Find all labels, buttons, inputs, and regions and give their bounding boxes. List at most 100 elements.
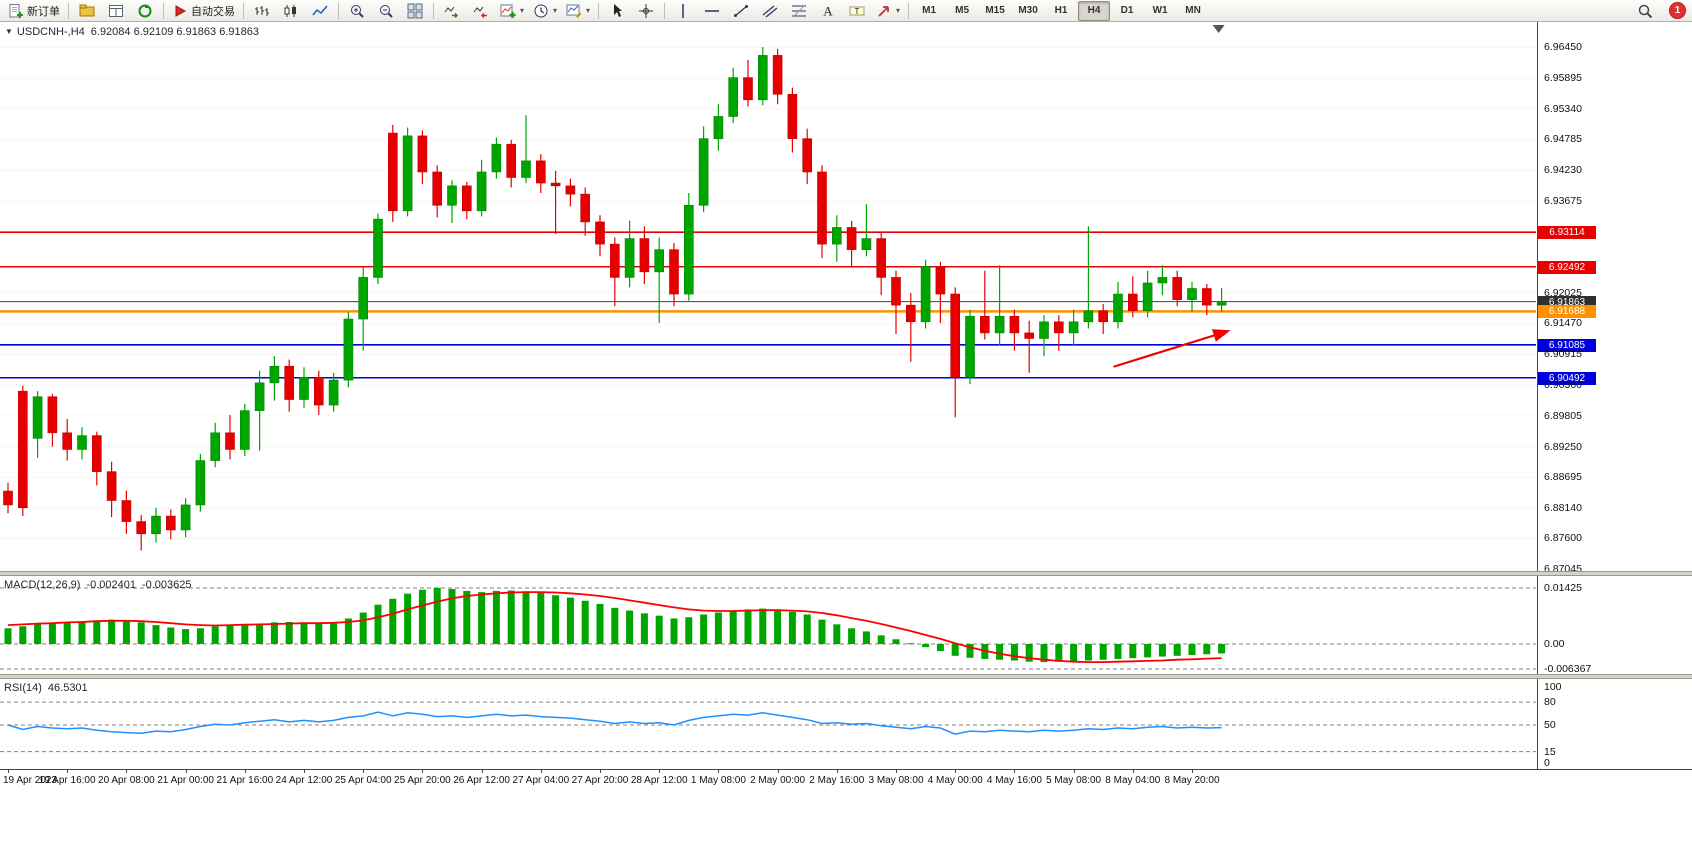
candle (994, 265, 1005, 346)
tf-m30-button[interactable]: M30 (1012, 1, 1044, 21)
tf-mn-button[interactable]: MN (1177, 1, 1209, 21)
candle (965, 309, 975, 384)
zoom-in-button[interactable] (343, 1, 371, 21)
chevron-down-icon[interactable]: ▾ (586, 6, 591, 15)
data-window-button[interactable] (131, 1, 159, 21)
macd-histogram-bar (759, 608, 767, 645)
tf-d1-button[interactable]: D1 (1111, 1, 1143, 21)
fibonacci-button[interactable] (785, 1, 813, 21)
candle (328, 372, 339, 412)
candle (136, 514, 146, 551)
horizontal-line-button[interactable] (698, 1, 726, 21)
candle (402, 127, 413, 217)
macd-histogram-bar (507, 590, 515, 645)
time-axis-tick (1132, 770, 1134, 773)
time-axis-tick (955, 770, 957, 773)
notification-badge[interactable]: 1 (1669, 2, 1686, 19)
market-watch-button[interactable] (102, 1, 130, 21)
price-axis-label: 6.94785 (1544, 133, 1582, 146)
bar-chart-button[interactable] (248, 1, 276, 21)
candle (535, 154, 546, 194)
candle (728, 67, 739, 124)
candle (210, 422, 220, 468)
chart-collapse-icon[interactable]: ▼ (5, 27, 13, 36)
candlestick-chart[interactable] (0, 21, 1536, 571)
button-label: M30 (1018, 5, 1038, 16)
candle (609, 237, 620, 307)
macd-histogram-bar (196, 628, 204, 645)
auto-scroll-button[interactable] (438, 1, 466, 21)
toolbar-separator (433, 2, 434, 19)
price-axis[interactable]: 6.96450 6.95895 6.95340 6.94785 6.94230 6.936… (1537, 21, 1692, 769)
macd-histogram-bar (78, 621, 86, 645)
chart-shift-button[interactable] (467, 1, 495, 21)
candle (1202, 284, 1212, 316)
tf-m1-button[interactable]: M1 (913, 1, 945, 21)
zoom-out-button[interactable] (372, 1, 400, 21)
cursor-button[interactable] (603, 1, 631, 21)
candle (1098, 304, 1108, 335)
rsi-panel[interactable] (0, 679, 1536, 769)
tf-h1-button[interactable]: H1 (1045, 1, 1077, 21)
chart-symbol-header: ▼ USDCNH-,H4 6.92084 6.92109 6.91863 6.918… (5, 26, 259, 38)
candle (240, 403, 250, 457)
macd-histogram-bar (685, 617, 693, 645)
macd-histogram-bar (4, 628, 12, 645)
candle (580, 187, 591, 236)
indicators-button[interactable]: ▾ (496, 1, 528, 21)
trend-arrow-annotation[interactable] (1113, 329, 1231, 368)
chart-shift-marker-icon[interactable] (1212, 25, 1225, 33)
price-axis-label: 6.94230 (1544, 164, 1582, 177)
panel-splitter-rsi[interactable] (0, 674, 1692, 679)
trendline-button[interactable] (727, 1, 755, 21)
candle (979, 270, 990, 340)
macd-histogram-bar (892, 639, 900, 645)
crosshair-button[interactable] (632, 1, 660, 21)
rsi-value: 46.5301 (47, 682, 88, 694)
macd-histogram-bar (522, 591, 530, 645)
button-label: M15 (985, 5, 1005, 16)
line-chart-button[interactable] (306, 1, 334, 21)
tf-m15-button[interactable]: M15 (979, 1, 1011, 21)
candle (787, 87, 798, 153)
chart-profiles-button[interactable] (73, 1, 101, 21)
chevron-down-icon[interactable]: ▾ (553, 6, 558, 15)
candle (299, 367, 309, 408)
candlestick-chart-button[interactable] (277, 1, 305, 21)
panel-splitter-macd[interactable] (0, 571, 1692, 576)
chevron-down-icon[interactable]: ▾ (896, 6, 901, 15)
autotrade-button[interactable]: 自动交易 (168, 1, 239, 21)
time-axis-label: 28 Apr 12:00 (630, 775, 688, 786)
new-order-button[interactable]: 新订单 (4, 1, 64, 21)
profiles-icon (79, 3, 95, 19)
macd-histogram-bar (922, 644, 930, 648)
macd-axis-label: -0.006367 (1544, 663, 1592, 676)
search-button[interactable] (1631, 1, 1659, 21)
macd-axis-label: 0.00 (1544, 638, 1565, 650)
macd-histogram-bar (1055, 644, 1063, 662)
time-axis-tick (363, 770, 365, 773)
vertical-line-button[interactable] (669, 1, 697, 21)
tf-m5-button[interactable]: M5 (946, 1, 978, 21)
tile-windows-button[interactable] (401, 1, 429, 21)
macd-histogram-bar (241, 624, 249, 645)
price-axis-label: 6.89805 (1544, 409, 1582, 422)
button-label: 新订单 (27, 5, 60, 18)
candle (284, 359, 295, 412)
templates-button[interactable]: ▾ (562, 1, 594, 21)
macd-histogram-bar (1158, 644, 1166, 657)
equidistant-channel-button[interactable] (756, 1, 784, 21)
periods-button[interactable]: ▾ (529, 1, 561, 21)
macd-panel[interactable] (0, 576, 1536, 674)
macd-histogram-bar (93, 620, 101, 645)
text-label-button[interactable]: T (843, 1, 871, 21)
macd-histogram-bar (640, 613, 648, 645)
text-button[interactable]: A (814, 1, 842, 21)
tf-w1-button[interactable]: W1 (1144, 1, 1176, 21)
arrows-button[interactable]: ▾ (872, 1, 904, 21)
toolbar-separator (908, 2, 910, 19)
chevron-down-icon[interactable]: ▾ (520, 6, 525, 15)
time-axis[interactable]: 19 Apr 2023 19 Apr 16:00 20 Apr 08:00 21 Ap… (0, 769, 1692, 792)
toolbar-separator (664, 2, 666, 19)
tf-h4-button[interactable]: H4 (1078, 0, 1111, 21)
